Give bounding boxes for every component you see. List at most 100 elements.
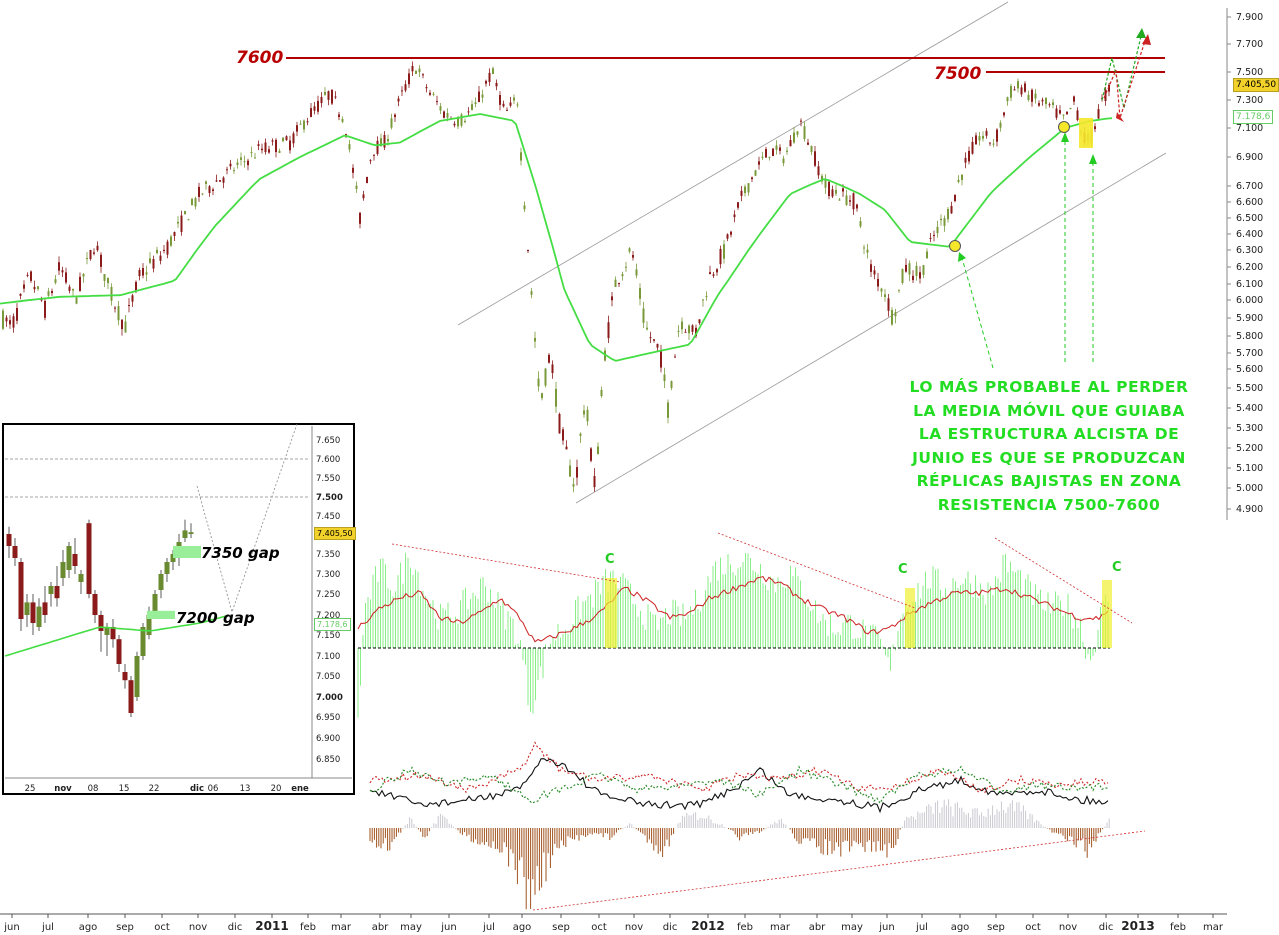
x-tick-label: ago — [79, 922, 98, 933]
candle-body — [611, 296, 613, 301]
candle-body — [439, 106, 442, 111]
inset-y-label: 6.950 — [316, 713, 340, 723]
inset-candle-body — [122, 672, 128, 681]
candle-body — [275, 139, 277, 153]
candle-body — [296, 125, 298, 132]
candle-body — [212, 189, 214, 192]
candle-body — [114, 307, 116, 309]
x-tick-label: feb — [737, 922, 753, 933]
inset-candle-body — [92, 594, 98, 615]
candle-body — [453, 123, 456, 126]
candle-body — [936, 226, 939, 234]
y-tick-label: 6.600 — [1236, 197, 1263, 208]
candle-body — [653, 339, 655, 341]
candle-body — [436, 101, 438, 103]
candle-body — [5, 317, 8, 322]
candle-body — [292, 133, 295, 144]
x-tick-label: jul — [41, 922, 54, 933]
candle-body — [905, 264, 907, 272]
x-tick-label: 2013 — [1121, 919, 1154, 933]
price-label: 7.405,50 — [1233, 78, 1279, 92]
y-tick-label: 7.500 — [1236, 67, 1263, 78]
candle-body — [58, 262, 60, 271]
y-tick-label: 5.100 — [1236, 463, 1263, 474]
x-tick-label: jun — [3, 922, 19, 933]
candle-body — [1034, 93, 1037, 99]
candle-body — [446, 113, 449, 118]
candle-body — [751, 177, 753, 180]
indicator-trendline — [532, 830, 1146, 911]
candle-body — [940, 218, 942, 221]
candle-body — [800, 120, 802, 122]
inset-x-label: 22 — [149, 784, 160, 794]
candle-body — [656, 343, 659, 348]
candle-body — [65, 272, 67, 283]
gap-label-7200: 7200 gap — [176, 609, 255, 627]
candle-body — [54, 279, 57, 283]
candle-body — [471, 104, 473, 110]
candle-body — [737, 202, 739, 208]
candle-body — [1069, 107, 1072, 109]
inset-frame — [2, 423, 355, 795]
candle-body — [761, 156, 764, 158]
candle-body — [387, 139, 389, 142]
inset-candle-body — [164, 562, 170, 574]
inset-x-label: 25 — [25, 784, 36, 794]
candle-body — [842, 188, 844, 192]
candle-body — [807, 142, 809, 145]
candle-body — [726, 234, 729, 239]
candle-body — [429, 92, 431, 95]
candle-body — [68, 286, 71, 291]
candle-body — [709, 272, 711, 275]
y-tick-label: 6.300 — [1236, 245, 1263, 256]
candle-body — [716, 269, 718, 273]
inset-y-label: 6.850 — [316, 755, 340, 765]
candle-body — [93, 252, 95, 254]
candle-body — [467, 111, 470, 113]
candle-body — [663, 374, 666, 382]
inset-gap-box-7200 — [147, 610, 175, 619]
candle-body — [44, 300, 46, 318]
candle-body — [674, 356, 676, 358]
candle-body — [324, 91, 326, 95]
candle-body — [744, 186, 746, 194]
candle-body — [299, 123, 302, 125]
candle-body — [240, 157, 242, 160]
inset-x-label: 20 — [271, 784, 282, 794]
candle-body — [72, 289, 74, 291]
candle-body — [698, 319, 701, 324]
arrow-head — [1116, 112, 1124, 122]
signal-box — [1079, 118, 1093, 148]
candle-body — [684, 331, 687, 333]
candle-body — [754, 170, 757, 176]
candle-body — [478, 91, 480, 102]
inset-ma-line — [4, 614, 230, 657]
candle-body — [236, 162, 239, 165]
candle-body — [607, 322, 610, 339]
candle-body — [40, 299, 43, 301]
candle-body — [278, 150, 281, 153]
candle-body — [1097, 109, 1100, 119]
candle-body — [863, 247, 865, 249]
y-tick-label: 6.000 — [1236, 295, 1263, 306]
candle-body — [327, 91, 330, 100]
y-tick-label: 7.900 — [1236, 12, 1263, 23]
candle-body — [397, 98, 400, 102]
inset-y-label: 7.050 — [316, 672, 340, 682]
candle-body — [541, 393, 543, 399]
inset-y-label: 7.150 — [316, 631, 340, 641]
candle-body — [667, 402, 669, 418]
candle-body — [509, 102, 512, 106]
projection-red — [1103, 37, 1147, 119]
candle-body — [9, 320, 11, 325]
candle-body — [635, 269, 638, 276]
candle-body — [824, 178, 827, 188]
indicator-line-red — [369, 741, 1109, 794]
candle-body — [425, 87, 428, 89]
annotation-line: RÉPLICAS BAJISTAS EN ZONA — [916, 472, 1182, 491]
candle-body — [79, 276, 81, 291]
candle-body — [838, 199, 841, 201]
candle-body — [457, 117, 459, 127]
candle-body — [254, 157, 256, 159]
y-tick-label: 5.400 — [1236, 403, 1263, 414]
